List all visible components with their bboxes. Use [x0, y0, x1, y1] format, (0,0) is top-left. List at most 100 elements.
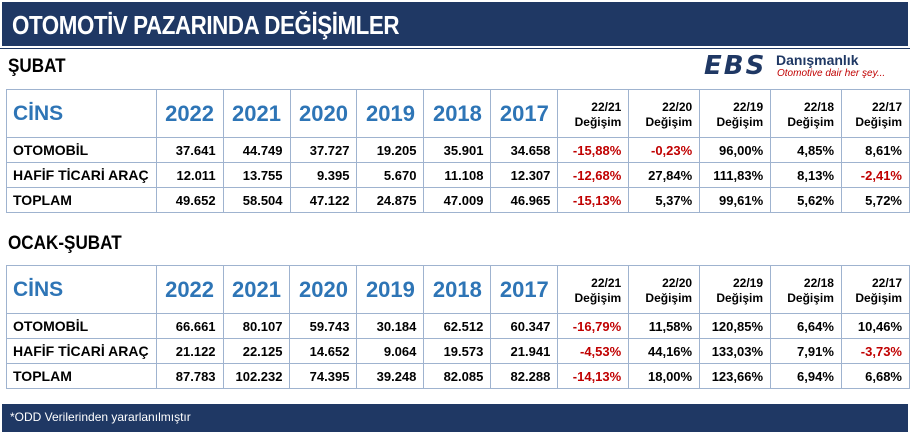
row-label: TOPLAM	[6, 363, 157, 389]
row-value: 19.205	[356, 137, 425, 163]
row-change: -3,73%	[840, 338, 910, 364]
row-change: 8,13%	[770, 162, 843, 188]
table-row: TOPLAM 87.783 102.232 74.395 39.248 82.085 82.…	[6, 363, 910, 389]
row-value: 39.248	[356, 363, 425, 389]
row-change: -15,13%	[557, 187, 630, 213]
header-year: 2018	[423, 89, 492, 138]
row-change: 8,61%	[841, 137, 910, 163]
header-change: 22/20 Değişim	[628, 89, 701, 138]
row-change: 6,68%	[840, 363, 910, 389]
row-value: 62.512	[423, 313, 492, 339]
header-change: 22/21 Değişim	[557, 265, 630, 314]
row-label: OTOMOBİL	[6, 137, 157, 163]
logo-name: Danışmanlık	[776, 52, 859, 68]
header-change-label: Değişim	[855, 290, 902, 305]
row-change: -15,88%	[557, 137, 630, 163]
row-value: 22.125	[222, 338, 291, 364]
header-change-period: 22/20	[662, 99, 693, 114]
title-bar: OTOMOTİV PAZARINDA DEĞİŞİMLER	[0, 0, 910, 49]
header-year: 2022	[155, 265, 224, 314]
row-value: 47.122	[289, 187, 358, 213]
row-change: -2,41%	[841, 162, 910, 188]
row-change: 4,85%	[770, 137, 843, 163]
header-year: 2020	[289, 89, 358, 138]
header-change-period: 22/17	[871, 99, 902, 114]
header-change-period: 22/20	[662, 275, 693, 290]
row-value: 9.395	[289, 162, 358, 188]
logo-ebs: EBS	[704, 51, 767, 81]
row-change: 5,37%	[628, 187, 701, 213]
row-change: 96,00%	[699, 137, 772, 163]
row-label: HAFİF TİCARİ ARAÇ	[6, 338, 157, 364]
header-change-period: 22/17	[871, 275, 902, 290]
header-change-label: Değişim	[645, 114, 693, 129]
row-change: 44,16%	[628, 338, 701, 364]
table-header-row: CİNS 2022 2021 2020 2019 2018 2017 22/21 Değişim…	[6, 89, 910, 138]
row-value: 102.232	[222, 363, 291, 389]
row-value: 58.504	[222, 187, 291, 213]
header-year: 2022	[155, 89, 224, 138]
ocak-subat-table: CİNS 2022 2021 2020 2019 2018 2017 22/21 Değişim…	[6, 265, 910, 389]
header-cins: CİNS	[6, 89, 157, 138]
row-value: 11.108	[423, 162, 492, 188]
row-value: 13.755	[222, 162, 291, 188]
row-value: 44.749	[222, 137, 291, 163]
table-header-row: CİNS 2022 2021 2020 2019 2018 2017 22/21 Değişim…	[6, 265, 910, 314]
row-value: 60.347	[490, 313, 559, 339]
row-value: 12.011	[155, 162, 224, 188]
row-change: 5,72%	[841, 187, 910, 213]
logo-slogan: Otomotive dair her şey...	[777, 68, 886, 79]
page-title: OTOMOTİV PAZARINDA DEĞİŞİMLER	[12, 10, 400, 40]
header-change-label: Değişim	[855, 114, 902, 129]
header-change: 22/19 Değişim	[699, 89, 772, 138]
header-change-label: Değişim	[716, 114, 764, 129]
row-change: -0,23%	[628, 137, 701, 163]
header-change-period: 22/21	[591, 275, 622, 290]
row-value: 5.670	[356, 162, 425, 188]
row-label: OTOMOBİL	[6, 313, 157, 339]
header-change-label: Değişim	[574, 290, 622, 305]
row-change: -12,68%	[557, 162, 630, 188]
header-change: 22/17 Değişim	[841, 89, 910, 138]
header-cins: CİNS	[6, 265, 157, 314]
header-year: 2018	[423, 265, 492, 314]
row-value: 82.288	[490, 363, 559, 389]
footer-note: *ODD Verilerinden yararlanılmıştır	[10, 410, 191, 424]
footer: *ODD Verilerinden yararlanılmıştır	[0, 402, 910, 434]
row-value: 47.009	[423, 187, 492, 213]
header-year: 2021	[222, 265, 291, 314]
row-change: 27,84%	[628, 162, 701, 188]
row-change: 11,58%	[628, 313, 701, 339]
row-value: 49.652	[155, 187, 224, 213]
row-value: 37.727	[289, 137, 358, 163]
header-change: 22/18 Değişim	[770, 265, 842, 314]
row-value: 21.941	[490, 338, 559, 364]
header-change-period: 22/18	[803, 275, 834, 290]
section-title-subat: ŞUBAT	[8, 56, 66, 77]
table-row: OTOMOBİL 66.661 80.107 59.743 30.184 62.512 60…	[6, 313, 910, 339]
row-value: 66.661	[155, 313, 224, 339]
header-change-label: Değişim	[716, 290, 764, 305]
header-change-period: 22/19	[733, 275, 764, 290]
header-change-label: Değişim	[787, 290, 834, 305]
header-year: 2020	[289, 265, 358, 314]
header-year: 2017	[490, 265, 559, 314]
row-value: 34.658	[490, 137, 559, 163]
row-change: 123,66%	[699, 363, 772, 389]
row-change: 5,62%	[770, 187, 843, 213]
row-value: 46.965	[490, 187, 559, 213]
row-value: 35.901	[423, 137, 492, 163]
row-change: 10,46%	[840, 313, 910, 339]
row-value: 82.085	[423, 363, 492, 389]
row-label: HAFİF TİCARİ ARAÇ	[6, 162, 157, 188]
header-year: 2021	[222, 89, 291, 138]
header-year: 2017	[490, 89, 559, 138]
row-change: 18,00%	[628, 363, 701, 389]
header-change: 22/21 Değişim	[557, 89, 630, 138]
table-row: HAFİF TİCARİ ARAÇ 21.122 22.125 14.652 9.064…	[6, 338, 910, 364]
row-value: 24.875	[356, 187, 425, 213]
header-change: 22/18 Değişim	[770, 89, 843, 138]
header-change: 22/17 Değişim	[840, 265, 910, 314]
header-year: 2019	[356, 265, 425, 314]
header-change-period: 22/21	[591, 99, 622, 114]
